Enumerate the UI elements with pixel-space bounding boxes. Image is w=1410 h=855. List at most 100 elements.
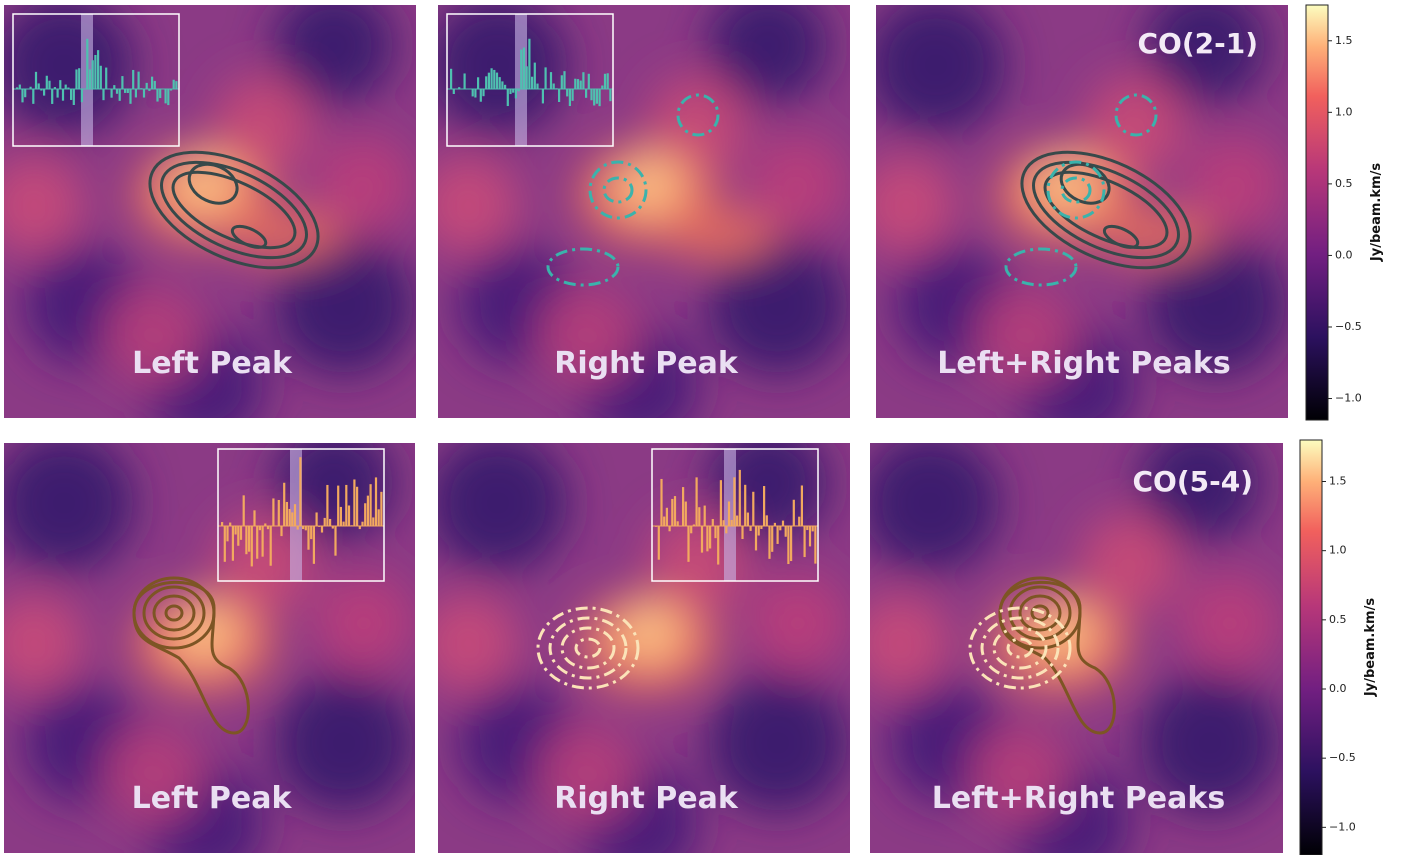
blob [866, 0, 1006, 135]
spectrum-bar [666, 508, 668, 526]
spectrum-bar [121, 76, 123, 89]
spectrum-bar [488, 73, 490, 89]
spectrum-bar [57, 89, 59, 98]
spectrum-bar [744, 485, 746, 526]
colorbar [1306, 5, 1328, 420]
spectrum-bar [278, 500, 280, 526]
spectrum-bar [814, 526, 816, 564]
figure: Left PeakRight PeakLeft+Right PeaksCO(2-… [0, 0, 1410, 855]
spectrum-bar [143, 89, 145, 98]
spectrum-bar [21, 89, 23, 102]
spectrum-bar [226, 526, 228, 541]
spectrum-bar [380, 492, 382, 526]
spectrum-bar [113, 85, 115, 89]
spectrum-bar [728, 501, 730, 526]
spectrum-bar [375, 477, 377, 526]
spectrum-bar [542, 89, 544, 103]
spectrum-bar [81, 89, 83, 102]
spectrum-bar [173, 80, 175, 89]
blob [1080, 513, 1180, 613]
blob [860, 433, 1000, 573]
spectrum-bar [307, 526, 309, 550]
spectrum-bar [569, 89, 571, 106]
colorbar [1300, 440, 1322, 855]
blob [613, 603, 683, 663]
spectrum-bar [65, 85, 67, 89]
spectrum-bar [19, 85, 21, 89]
spectrum-bar [340, 507, 342, 526]
spectrum-bar [240, 526, 242, 540]
panel-label: Left+Right Peaks [937, 346, 1230, 381]
spectrum-bar [46, 76, 48, 89]
spectrum-bar [353, 479, 355, 526]
blob [0, 433, 134, 573]
spectrum-bar [709, 526, 711, 548]
spectrum-bar [259, 526, 261, 530]
spectrum-bar [677, 521, 679, 526]
spectrum-bar [782, 521, 784, 526]
spectrum-bar [75, 69, 77, 89]
spectrum-bar [553, 84, 555, 89]
spectrum-bar [450, 69, 452, 89]
line-label: CO(2-1) [1137, 27, 1258, 60]
spectrum-bar [572, 89, 574, 101]
spectrum-bar [245, 526, 247, 554]
spectrum-bar [146, 83, 148, 89]
spectrum-bar [515, 89, 517, 98]
spectrum-bar [493, 70, 495, 89]
spectrum-bar [232, 526, 234, 561]
blob [748, 573, 848, 673]
spectrum-bar [485, 76, 487, 89]
spectrum-bar [280, 526, 282, 536]
panel: Left Peak [0, 423, 415, 855]
blob [850, 593, 950, 693]
spectrum-bar [682, 487, 684, 526]
spectrum-bar [316, 512, 318, 526]
spectrum-bar [135, 89, 137, 97]
spectrum-bar [367, 496, 369, 526]
spectrum-bar [545, 67, 547, 89]
spectrum-bar [474, 89, 476, 98]
spectrum-bar [669, 526, 671, 531]
spectrum-bar [690, 526, 692, 533]
spectrum-bar [599, 89, 601, 106]
spectrum-bar [504, 85, 506, 89]
blob [856, 155, 956, 255]
spectrum-bar [51, 89, 53, 104]
spectrum-bar [299, 457, 301, 526]
spectrum-bar [723, 520, 725, 526]
spectrum-bar [706, 526, 708, 551]
blob [428, 0, 568, 135]
panel-label: Left+Right Peaks [932, 781, 1225, 816]
spectrum-bar [585, 89, 587, 98]
spectrum-bar [561, 75, 563, 89]
spectrum-bar [305, 526, 307, 530]
spectrum-bar [779, 526, 781, 530]
spectrum-bar [472, 89, 474, 96]
spectrum-bar [127, 89, 129, 93]
spectrum-bar [243, 495, 245, 526]
spectrum-bar [771, 526, 773, 552]
spectrum-bar [89, 69, 91, 89]
blob [418, 155, 518, 255]
spectrum-bar [480, 89, 482, 102]
spectrum-bar [70, 89, 72, 100]
spectrum-bar [663, 517, 665, 526]
spectrum-bar [725, 526, 727, 533]
spectrum-bar [763, 486, 765, 526]
spectrum-bar [496, 73, 498, 89]
spectrum-bar [755, 526, 757, 550]
spectrum-bar [43, 89, 45, 96]
spectrum-bar [758, 526, 760, 536]
spectrum-bar [313, 526, 315, 564]
spectrum-bar [464, 73, 466, 89]
spectrum-bar [372, 517, 374, 526]
spectrum-bar [601, 86, 603, 89]
spectrum-bar [596, 89, 598, 104]
spectrum-bar [78, 68, 80, 89]
spectrum-bar [48, 81, 50, 89]
spectrum-bar [119, 89, 121, 101]
spectrum-bar [286, 502, 288, 526]
colorbar-tick-label: 0.5 [1335, 177, 1353, 190]
spectrum-bar [766, 515, 768, 526]
